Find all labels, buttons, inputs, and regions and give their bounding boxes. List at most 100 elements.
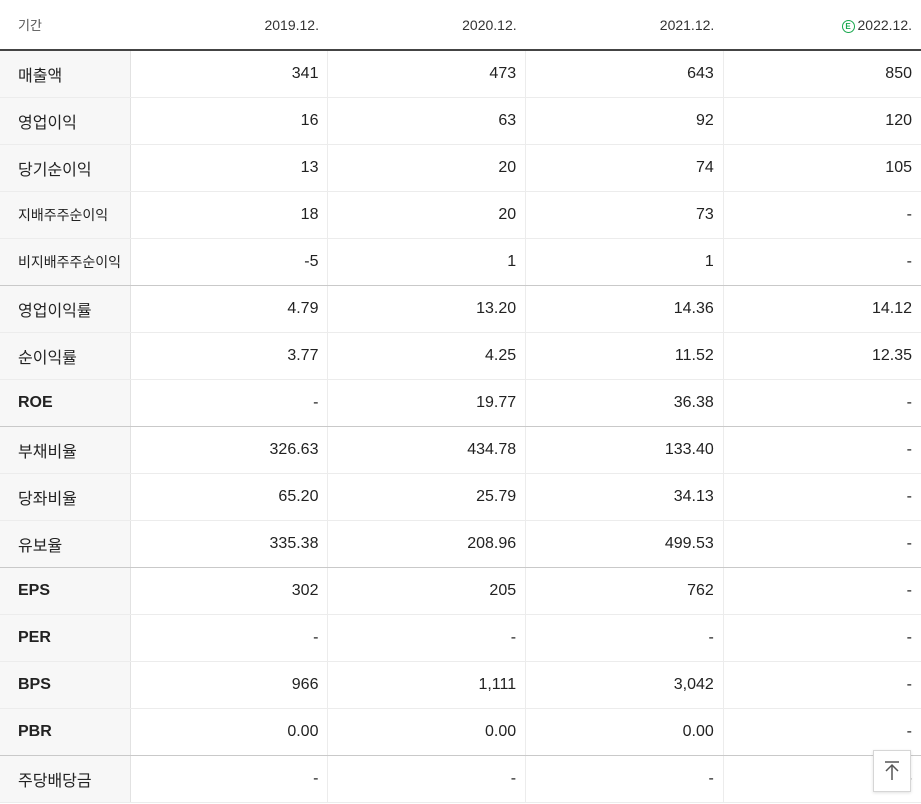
table-row: 영업이익 16 63 92 120 [0,97,921,145]
row-label: PER [0,614,131,662]
table-cell: 208.96 [327,520,527,568]
row-label: 부채비율 [0,426,131,474]
row-label: 유보율 [0,520,131,568]
row-label: 순이익률 [0,332,131,380]
table-cell: 326.63 [130,426,329,474]
table-cell: - [723,567,921,615]
table-cell: 133.40 [525,426,724,474]
table-cell: 3,042 [525,661,724,709]
table-cell: 14.36 [525,285,724,333]
table-cell: 74 [525,144,724,192]
table-cell: 16 [130,97,329,145]
row-label: 당기순이익 [0,144,131,192]
table-cell: 36.38 [525,379,724,427]
table-cell: 473 [327,50,527,98]
table-row: 당좌비율 65.20 25.79 34.13 - [0,473,921,521]
table-cell: 762 [525,567,724,615]
table-cell: - [327,614,527,662]
table-cell: 966 [130,661,329,709]
table-row: BPS 966 1,111 3,042 - [0,661,921,709]
table-row: 부채비율 326.63 434.78 133.40 - [0,426,921,474]
table-row: 비지배주주순이익 -5 1 1 - [0,238,921,286]
table-cell: 20 [327,191,527,239]
table-cell: - [130,379,329,427]
table-cell: 1 [525,238,724,286]
table-cell: 25.79 [327,473,527,521]
table-cell: 335.38 [130,520,329,568]
table-cell: - [723,661,921,709]
row-label: 주당배당금 [0,755,131,803]
table-row: EPS 302 205 762 - [0,567,921,615]
row-label: 영업이익 [0,97,131,145]
row-label: 매출액 [0,50,131,98]
row-label: 지배주주순이익 [0,191,131,239]
table-cell: - [525,614,724,662]
table-cell: 13.20 [327,285,527,333]
table-cell: 73 [525,191,724,239]
table-cell: - [723,191,921,239]
table-row: PBR 0.00 0.00 0.00 - [0,708,921,756]
table-row: 당기순이익 13 20 74 105 [0,144,921,192]
table-cell: - [525,755,724,803]
table-cell: 14.12 [723,285,921,333]
table-cell: 302 [130,567,329,615]
table-cell: - [723,473,921,521]
table-cell: - [723,708,921,756]
table-cell: - [723,614,921,662]
table-cell: 63 [327,97,527,145]
table-cell: - [723,426,921,474]
table-cell: 205 [327,567,527,615]
table-cell: 3.77 [130,332,329,380]
table-row: PER - - - - [0,614,921,662]
period-2020: 2020.12. [327,0,526,51]
table-cell: 499.53 [525,520,724,568]
table-cell: - [130,614,329,662]
table-cell: 0.00 [130,708,329,756]
table-cell: 92 [525,97,724,145]
row-label: PBR [0,708,131,756]
header-row: 기간 2019.12. 2020.12. 2021.12. E 2022.12. [0,0,921,51]
table-cell: - [327,755,527,803]
table-cell: 18 [130,191,329,239]
table-row: 매출액 341 473 643 850 [0,50,921,98]
table-row: 영업이익률 4.79 13.20 14.36 14.12 [0,285,921,333]
row-label: BPS [0,661,131,709]
table-cell: 0.00 [525,708,724,756]
table-cell: 34.13 [525,473,724,521]
table-row: 유보율 335.38 208.96 499.53 - [0,520,921,568]
period-2022: 2022.12. [857,16,913,33]
table-cell: 643 [525,50,724,98]
row-label: 영업이익률 [0,285,131,333]
estimate-badge-icon: E [841,19,855,33]
table-cell: - [723,238,921,286]
table-cell: 105 [723,144,921,192]
period-label: 기간 [0,0,131,51]
table-cell: 0.00 [327,708,527,756]
table-row: 순이익률 3.77 4.25 11.52 12.35 [0,332,921,380]
table-cell: 20 [327,144,527,192]
table-cell: 4.25 [327,332,527,380]
table-cell: 65.20 [130,473,329,521]
table-cell: 13 [130,144,329,192]
table-cell: 1 [327,238,527,286]
table-row: ROE - 19.77 36.38 - [0,379,921,427]
period-2022-estimate: E 2022.12. [723,0,921,51]
table-cell: 120 [723,97,921,145]
table-cell: - [130,755,329,803]
period-2021: 2021.12. [525,0,724,51]
period-2019: 2019.12. [130,0,328,51]
row-label: EPS [0,567,131,615]
row-label: ROE [0,379,131,427]
table-cell: 1,111 [327,661,527,709]
table-cell: 4.79 [130,285,329,333]
row-label: 비지배주주순이익 [0,238,131,286]
table-row: 지배주주순이익 18 20 73 - [0,191,921,239]
table-cell: - [723,379,921,427]
table-cell: 19.77 [327,379,527,427]
table-cell: 11.52 [525,332,724,380]
table-cell: 12.35 [723,332,921,380]
scroll-to-top-button[interactable] [873,750,911,792]
table-row: 주당배당금 - - - - [0,755,921,803]
row-label: 당좌비율 [0,473,131,521]
